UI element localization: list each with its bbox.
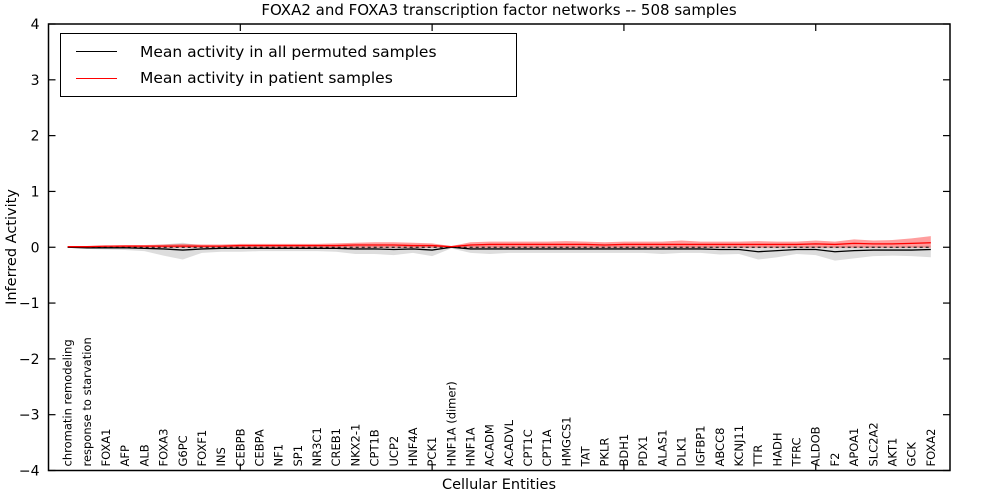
x-category-label: FOXA3 [157, 429, 171, 467]
x-category-label: AFP [118, 445, 132, 466]
y-tick-label: −2 [19, 352, 40, 368]
x-category-label: DLK1 [674, 436, 688, 466]
x-category-label: ACADVL [502, 419, 516, 466]
x-category-label: TFRC [790, 437, 804, 467]
patient-mean-line [67, 242, 931, 248]
x-category-label: HMGCS1 [559, 416, 573, 466]
permuted-band [67, 242, 931, 261]
y-tick-label: 4 [31, 17, 40, 33]
x-category-label: ALB [137, 444, 151, 466]
x-category-label: CPT1B [368, 429, 382, 466]
y-tick-label: −4 [19, 464, 40, 480]
x-category-label: HADH [770, 432, 784, 466]
x-category-label: UCP2 [387, 436, 401, 467]
x-category-label: ABCC8 [713, 428, 727, 467]
permuted-mean-line [67, 246, 931, 253]
x-category-label: TAT [579, 445, 593, 467]
x-category-label: ALDOB [809, 426, 823, 466]
legend-line-sample-permuted [76, 51, 117, 53]
x-category-label: PDX1 [636, 436, 650, 467]
x-category-label: FOXF1 [195, 430, 209, 467]
legend-label-permuted: Mean activity in all permuted samples [140, 42, 437, 61]
x-category-label: CEBPB [233, 428, 247, 466]
x-category-label: KCNJ11 [732, 425, 746, 467]
x-category-label: CREB1 [329, 428, 343, 467]
x-category-label: GCK [905, 442, 919, 467]
x-category-label: HNF4A [406, 427, 420, 466]
x-category-label: response to starvation [80, 337, 94, 466]
x-category-label: IGFBP1 [694, 425, 708, 466]
x-category-label: FOXA2 [924, 429, 938, 467]
x-category-label: G6PC [176, 435, 190, 466]
x-category-label: FOXA1 [99, 429, 113, 467]
chart-title: FOXA2 and FOXA3 transcription factor net… [261, 1, 737, 19]
x-axis-label: Cellular Entities [441, 477, 557, 493]
x-category-label: APOA1 [847, 428, 861, 467]
x-category-label: SP1 [291, 445, 305, 467]
x-category-label: HNF1A [463, 427, 477, 466]
legend-line-sample-patient [76, 77, 117, 79]
legend: Mean activity in all permuted samples Me… [60, 33, 517, 97]
x-category-label: F2 [828, 453, 842, 467]
x-category-label: BDH1 [617, 434, 631, 467]
x-category-label: NF1 [272, 444, 286, 467]
y-tick-label: 1 [31, 184, 40, 200]
y-tick-label: −1 [19, 296, 40, 312]
legend-label-patient: Mean activity in patient samples [140, 69, 393, 88]
x-category-label: NKX2-1 [348, 424, 362, 467]
x-category-label: PCK1 [425, 437, 439, 467]
x-category-label: TTR [751, 445, 765, 468]
x-category-label: SLC2A2 [866, 422, 880, 466]
legend-item-permuted: Mean activity in all permuted samples [76, 43, 516, 61]
x-category-label: PKLR [598, 438, 612, 467]
y-tick-label: −3 [19, 408, 40, 424]
x-category-label: AKT1 [885, 438, 899, 467]
x-category-label: CPT1C [521, 429, 535, 466]
x-category-label: chromatin remodeling [61, 339, 75, 466]
y-tick-label: 0 [31, 240, 40, 256]
x-category-label: NR3C1 [310, 427, 324, 466]
x-category-label: ALAS1 [655, 429, 669, 466]
x-category-label: HNF1A (dimer) [444, 381, 458, 466]
legend-item-patient: Mean activity in patient samples [76, 69, 516, 87]
x-category-label: CEBPA [252, 429, 266, 466]
y-tick-label: 3 [31, 73, 40, 89]
x-category-label: ACADM [483, 424, 497, 466]
x-category-label: INS [214, 447, 228, 466]
y-tick-label: 2 [31, 129, 40, 145]
x-category-label: CPT1A [540, 429, 554, 466]
